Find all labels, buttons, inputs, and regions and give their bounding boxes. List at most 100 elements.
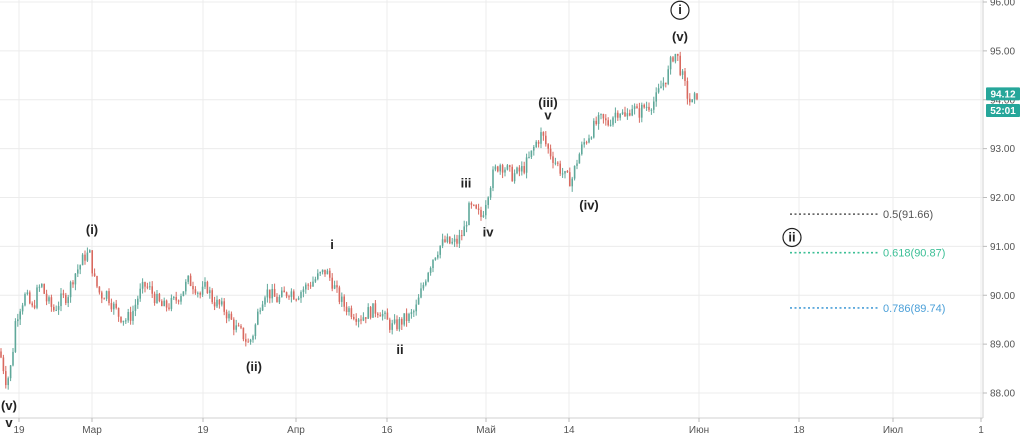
- candle[interactable]: [614, 107, 617, 124]
- candle[interactable]: [134, 299, 137, 317]
- candle[interactable]: [578, 152, 581, 164]
- candle[interactable]: [266, 283, 269, 303]
- candle[interactable]: [223, 298, 225, 316]
- candle[interactable]: [283, 286, 285, 293]
- candle[interactable]: [600, 113, 602, 120]
- candle[interactable]: [588, 134, 590, 144]
- candle[interactable]: [7, 376, 9, 390]
- candle[interactable]: [429, 266, 432, 276]
- candle[interactable]: [338, 285, 341, 305]
- candle[interactable]: [403, 313, 405, 327]
- candle[interactable]: [290, 288, 293, 303]
- candle[interactable]: [122, 320, 125, 326]
- candle[interactable]: [650, 108, 653, 115]
- candle[interactable]: [278, 294, 281, 305]
- candle[interactable]: [689, 93, 691, 106]
- candle[interactable]: [187, 275, 189, 285]
- candle[interactable]: [458, 229, 461, 248]
- candle[interactable]: [177, 299, 180, 305]
- candle[interactable]: [326, 268, 329, 275]
- candle[interactable]: [367, 303, 369, 319]
- candle[interactable]: [420, 282, 422, 299]
- candle[interactable]: [679, 51, 681, 77]
- candle[interactable]: [645, 101, 648, 111]
- candle[interactable]: [333, 280, 336, 290]
- candle[interactable]: [470, 201, 473, 209]
- candle[interactable]: [593, 118, 595, 139]
- candle[interactable]: [153, 291, 156, 306]
- candle[interactable]: [566, 170, 569, 173]
- candle[interactable]: [264, 295, 266, 308]
- candle[interactable]: [113, 301, 115, 315]
- candle[interactable]: [60, 288, 62, 312]
- candle[interactable]: [389, 317, 391, 333]
- candle[interactable]: [453, 234, 456, 247]
- candle[interactable]: [521, 161, 523, 176]
- candle[interactable]: [9, 364, 12, 382]
- candle[interactable]: [197, 291, 199, 298]
- candle[interactable]: [115, 299, 117, 310]
- candle[interactable]: [624, 106, 626, 117]
- candle[interactable]: [175, 291, 177, 304]
- candle[interactable]: [324, 269, 326, 277]
- candle[interactable]: [233, 317, 235, 336]
- candle[interactable]: [252, 334, 254, 343]
- candle[interactable]: [569, 167, 571, 187]
- candle[interactable]: [302, 286, 305, 298]
- candle[interactable]: [345, 302, 348, 316]
- candle[interactable]: [463, 220, 465, 237]
- candle[interactable]: [55, 305, 57, 312]
- candle[interactable]: [499, 163, 501, 175]
- candle[interactable]: [331, 273, 333, 292]
- candle[interactable]: [667, 65, 669, 86]
- candle[interactable]: [657, 83, 660, 94]
- candle[interactable]: [415, 299, 417, 316]
- candle[interactable]: [360, 315, 362, 325]
- candle[interactable]: [497, 165, 499, 173]
- candle[interactable]: [249, 338, 252, 345]
- candle[interactable]: [518, 165, 521, 177]
- candle[interactable]: [441, 233, 444, 249]
- candle[interactable]: [254, 323, 257, 340]
- candle[interactable]: [362, 312, 365, 322]
- candle[interactable]: [144, 281, 146, 293]
- candle[interactable]: [163, 297, 165, 307]
- candle[interactable]: [533, 145, 535, 156]
- candle[interactable]: [165, 299, 168, 312]
- candle[interactable]: [110, 298, 113, 312]
- candle[interactable]: [336, 280, 338, 293]
- candle[interactable]: [218, 298, 221, 309]
- candle[interactable]: [665, 82, 667, 88]
- candle[interactable]: [446, 233, 449, 244]
- candle[interactable]: [161, 299, 163, 307]
- candle[interactable]: [581, 141, 583, 156]
- candle[interactable]: [506, 163, 509, 171]
- candle[interactable]: [609, 119, 612, 127]
- candle[interactable]: [561, 167, 564, 178]
- candle[interactable]: [271, 283, 273, 303]
- candle[interactable]: [120, 316, 122, 324]
- candle[interactable]: [379, 312, 381, 317]
- candle[interactable]: [26, 289, 29, 296]
- candle[interactable]: [129, 306, 132, 325]
- candle[interactable]: [43, 283, 45, 295]
- candle[interactable]: [182, 291, 185, 297]
- candle[interactable]: [312, 276, 314, 288]
- candle[interactable]: [247, 338, 249, 343]
- candle[interactable]: [413, 309, 415, 318]
- candle[interactable]: [684, 68, 686, 86]
- candle[interactable]: [353, 313, 355, 321]
- candle[interactable]: [101, 290, 103, 304]
- candle[interactable]: [511, 164, 513, 182]
- candle[interactable]: [125, 318, 127, 324]
- candle[interactable]: [355, 313, 357, 326]
- candle[interactable]: [105, 290, 108, 302]
- candle[interactable]: [86, 247, 89, 263]
- candle[interactable]: [170, 294, 173, 312]
- candle[interactable]: [0, 348, 2, 359]
- candle[interactable]: [295, 298, 297, 302]
- candle[interactable]: [381, 309, 384, 321]
- candle[interactable]: [393, 314, 396, 325]
- candle[interactable]: [314, 276, 317, 283]
